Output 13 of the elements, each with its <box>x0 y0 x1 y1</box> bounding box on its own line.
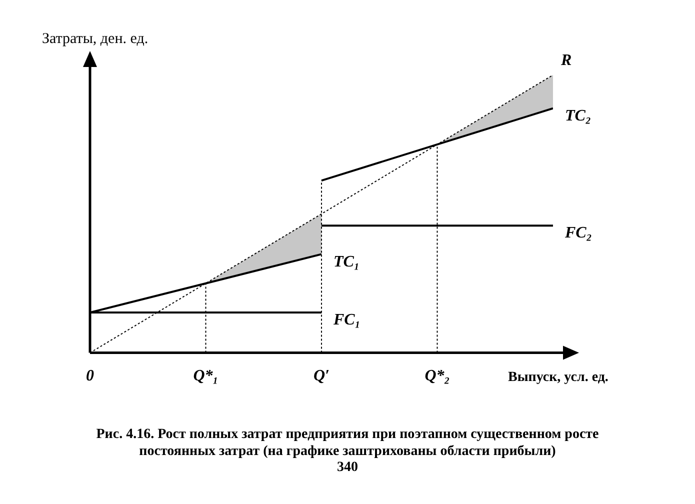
x-tick-label: 0 <box>86 368 94 385</box>
series-label: FC₁ <box>332 312 360 329</box>
text: Рис. 4.16. Рост полных затрат предприятия при поэтапном существенном росте постоянных затрат (на графике заштрихованы области прибыли) <box>95 426 600 460</box>
x-tick-label: Q*₂ <box>424 368 450 385</box>
series-label: FC₂ <box>564 224 592 242</box>
series-label: TC₂ <box>565 107 592 124</box>
y-axis-title: Затраты, ден. ед. <box>42 31 148 47</box>
x-tick-label: Q′ <box>313 368 330 385</box>
series-label: R <box>560 52 572 70</box>
x-axis-title: Выпуск, усл. ед. <box>508 370 608 385</box>
series-label: TC₁ <box>334 253 360 270</box>
text: 340 <box>336 460 359 476</box>
x-tick-label: Q*₁ <box>193 368 218 385</box>
